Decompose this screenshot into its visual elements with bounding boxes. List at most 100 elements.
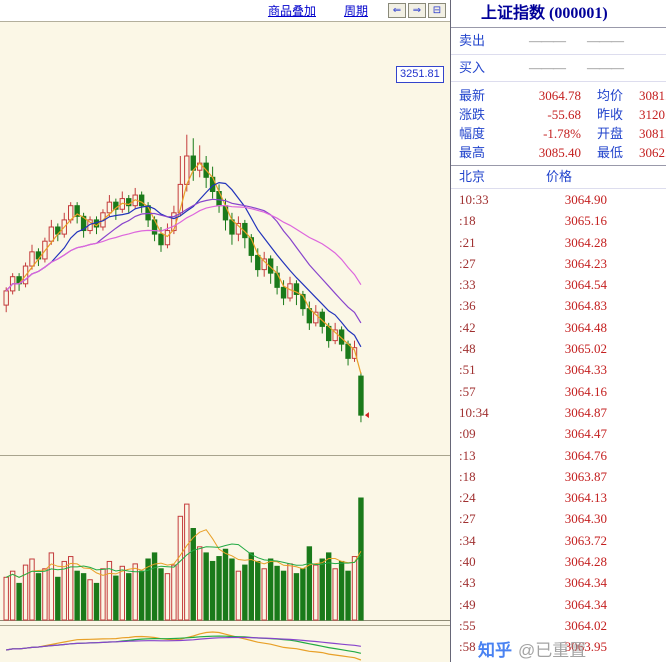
tick-price: 3064.83 — [564, 298, 607, 314]
tick-price: 3064.90 — [564, 192, 607, 207]
tick-time: :09 — [459, 426, 476, 442]
period-link[interactable]: 周期 — [343, 4, 368, 18]
sell-row: 卖出 ——— ——— — [451, 28, 666, 55]
tick-price: 3064.34 — [564, 596, 607, 612]
buy-label: 买入 — [459, 60, 486, 75]
tick-list: 10:33 3064.90 :18 3065.16 :21 3064.28 :27 3064.… — [451, 189, 666, 658]
buy-row: 买入 ——— ——— — [451, 55, 666, 82]
candlestick-chart[interactable] — [0, 22, 450, 662]
chart-area: 商品叠加 周期 ⇐ ⇒ ⊟ 3251.81 — [0, 0, 450, 662]
stat-label: 最高 — [459, 145, 486, 160]
stat-row: 最新 3064.78 均价 3081. — [451, 86, 666, 105]
tick-time: :40 — [459, 554, 476, 570]
tick-price: 3064.16 — [564, 383, 607, 399]
stat-label: 开盘 — [597, 126, 624, 141]
tick-time: :18 — [459, 213, 476, 229]
stat-label: 幅度 — [459, 126, 486, 141]
tick-price: 3064.23 — [564, 255, 607, 271]
stat-row: 最高 3085.40 最低 3062. — [451, 143, 666, 162]
tick-row: :27 3064.23 — [451, 253, 666, 274]
chart-toolbar: 商品叠加 周期 ⇐ ⇒ ⊟ — [0, 0, 450, 22]
tick-time: 10:34 — [459, 404, 489, 420]
tick-time: :18 — [459, 468, 476, 484]
tick-price: 3064.48 — [564, 319, 607, 335]
tick-price: 3064.34 — [564, 575, 607, 591]
stat-value: -1.78% — [543, 126, 581, 141]
stat-value: 3081. — [639, 126, 666, 141]
instrument-title: 上证指数 (000001) — [451, 0, 666, 28]
tick-row: :09 3064.47 — [451, 423, 666, 444]
stat-label: 涨跌 — [459, 107, 486, 122]
tick-row: :27 3064.30 — [451, 508, 666, 529]
tick-time: :21 — [459, 234, 476, 250]
tick-row: :51 3064.33 — [451, 359, 666, 380]
tick-row: :48 3065.02 — [451, 338, 666, 359]
tick-price: 3064.47 — [564, 426, 607, 442]
tick-price: 3064.54 — [564, 277, 607, 293]
stat-value: 3120. — [639, 107, 666, 122]
tick-price: 3064.30 — [564, 511, 607, 527]
sell-volume-placeholder: ——— — [587, 33, 624, 48]
tick-row: 10:34 3064.87 — [451, 402, 666, 423]
tick-price: 3064.02 — [564, 617, 607, 633]
tick-time: :34 — [459, 532, 476, 548]
tick-time: :42 — [459, 319, 476, 335]
next-arrow-button[interactable]: ⇒ — [408, 3, 426, 18]
prev-arrow-button[interactable]: ⇐ — [388, 3, 406, 18]
tick-price: 3063.95 — [564, 639, 607, 655]
tick-list-header: 北京 价格 — [451, 166, 666, 189]
tick-price: 3064.28 — [564, 554, 607, 570]
tick-row: 10:33 3064.90 — [451, 189, 666, 210]
tick-row: :57 3064.16 — [451, 381, 666, 402]
tick-time: :43 — [459, 575, 476, 591]
tick-row: :34 3063.72 — [451, 530, 666, 551]
tick-time: :27 — [459, 255, 476, 271]
stat-label: 均价 — [597, 88, 624, 103]
stat-label: 昨收 — [597, 107, 624, 122]
tick-price: 3064.76 — [564, 447, 607, 463]
tick-row: :58 3063.95 — [451, 636, 666, 657]
buy-price-placeholder: ——— — [529, 60, 566, 75]
tick-price: 3064.13 — [564, 490, 607, 506]
tick-row: :24 3064.13 — [451, 487, 666, 508]
tick-time: :24 — [459, 490, 476, 506]
tick-time: :27 — [459, 511, 476, 527]
tick-price: 3063.87 — [564, 468, 607, 484]
split-pane-button[interactable]: ⊟ — [428, 3, 446, 18]
tick-time: :58 — [459, 639, 476, 655]
tick-row: :13 3064.76 — [451, 445, 666, 466]
tick-time: :36 — [459, 298, 476, 314]
tick-time: :33 — [459, 277, 476, 293]
tick-price: 3065.02 — [564, 341, 607, 357]
tick-time: 10:33 — [459, 192, 489, 207]
quote-panel: 上证指数 (000001) 卖出 ——— ——— 买入 ——— ——— 最新 30… — [450, 0, 666, 662]
stat-value: 3085.40 — [538, 145, 581, 160]
watermark: 知乎 @已重置 — [478, 636, 586, 661]
stat-row: 涨跌 -55.68 昨收 3120. — [451, 105, 666, 124]
stat-label: 最新 — [459, 88, 486, 103]
watermark-handle: @已重置 — [518, 641, 587, 660]
overlay-link[interactable]: 商品叠加 — [267, 4, 316, 18]
buy-volume-placeholder: ——— — [587, 60, 624, 75]
tick-row: :21 3064.28 — [451, 232, 666, 253]
tick-row: :49 3064.34 — [451, 594, 666, 615]
tick-row: :40 3064.28 — [451, 551, 666, 572]
stat-label: 最低 — [597, 145, 624, 160]
tick-price: 3065.16 — [564, 213, 607, 229]
tick-price: 3064.28 — [564, 234, 607, 250]
stat-value: -55.68 — [547, 107, 581, 122]
quote-stats: 最新 3064.78 均价 3081. 涨跌 -55.68 昨收 3120. 幅度 -1.78% 开… — [451, 82, 666, 166]
watermark-brand: 知乎 — [478, 641, 512, 660]
tick-time: :57 — [459, 383, 476, 399]
tick-price: 3064.33 — [564, 362, 607, 378]
price-level-label: 3251.81 — [396, 66, 444, 83]
tick-row: :33 3064.54 — [451, 274, 666, 295]
tick-row: :43 3064.34 — [451, 572, 666, 593]
tick-time: :48 — [459, 341, 476, 357]
tick-price: 3063.72 — [564, 532, 607, 548]
tick-price: 3064.87 — [564, 404, 607, 420]
tick-time: :13 — [459, 447, 476, 463]
sell-price-placeholder: ——— — [529, 33, 566, 48]
tick-row: :42 3064.48 — [451, 317, 666, 338]
